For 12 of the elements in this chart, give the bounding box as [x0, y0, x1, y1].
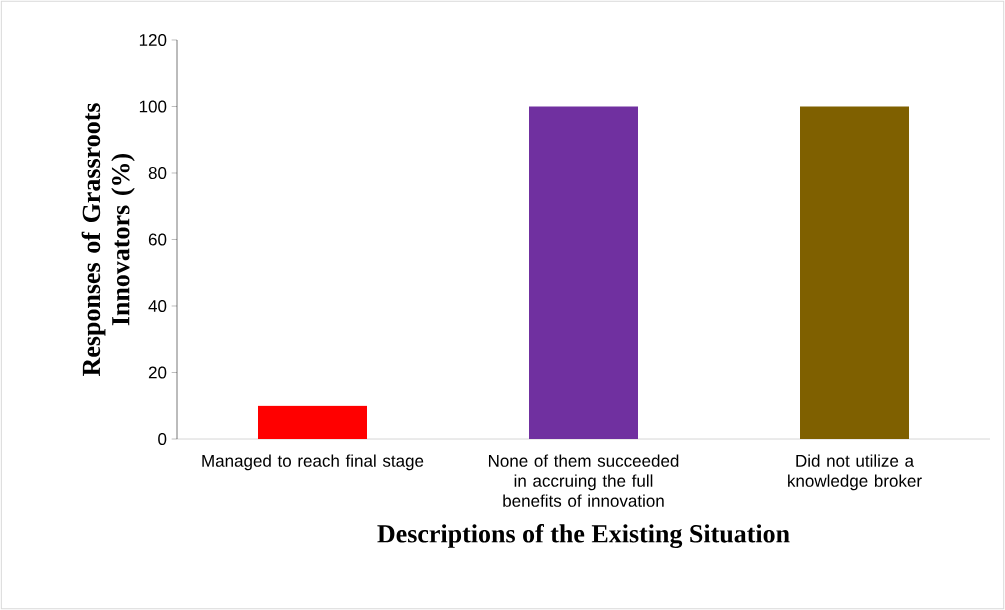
y-tick-label: 120 — [139, 33, 167, 47]
x-tick-label: Managed to reach final stage — [202, 454, 424, 471]
y-tick-label: 0 — [158, 432, 167, 446]
y-tick-label: 80 — [148, 166, 167, 180]
x-axis-title: Descriptions of the Existing Situation — [377, 524, 790, 549]
y-axis-title: Responses of Grassroots Innovators (%) — [81, 103, 135, 377]
y-tick-label: 60 — [148, 233, 167, 246]
x-tick-label: Did not utilize a knowledge broker — [788, 454, 922, 491]
x-tick-label: None of them succeeded in accruing the full benefits of innovation — [488, 454, 679, 507]
y-tick-label: 20 — [148, 366, 167, 379]
y-tick-label: 40 — [148, 299, 167, 313]
y-tick-label: 100 — [139, 100, 167, 113]
